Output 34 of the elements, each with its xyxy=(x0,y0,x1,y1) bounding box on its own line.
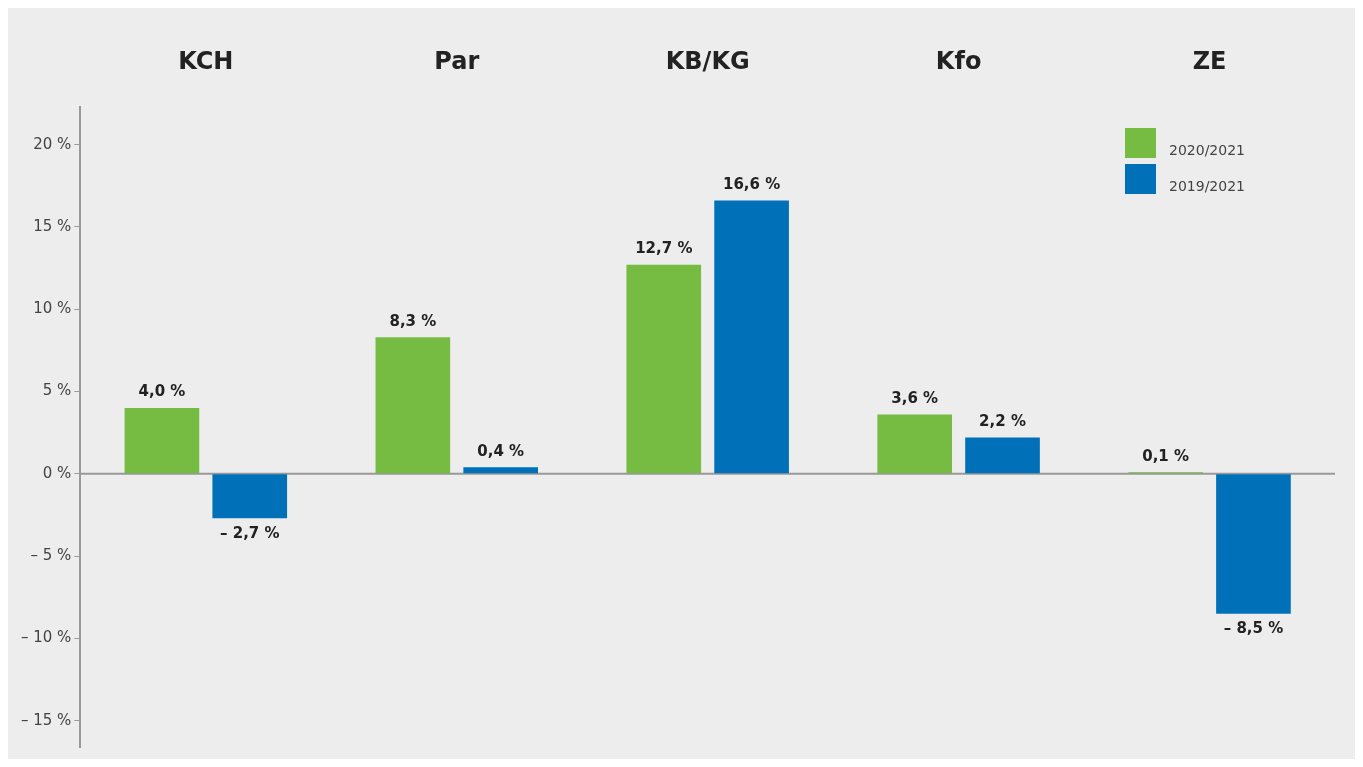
bar xyxy=(212,474,288,519)
data-label: 2,2 % xyxy=(979,411,1026,430)
y-tick-label: 0 % xyxy=(42,463,72,482)
y-tick-label: – 10 % xyxy=(20,628,72,647)
y-tick-label: – 5 % xyxy=(30,545,72,564)
bar xyxy=(375,337,451,474)
x-tick-label: ZE xyxy=(1192,46,1227,75)
bar xyxy=(965,437,1040,474)
x-tick-label: KB/KG xyxy=(665,46,750,75)
y-tick-label: – 15 % xyxy=(20,710,72,729)
data-label: 4,0 % xyxy=(138,382,186,401)
data-label: 0,4 % xyxy=(477,441,525,460)
y-tick-label: 10 % xyxy=(33,299,72,318)
y-tick-label: 15 % xyxy=(33,216,72,235)
y-tick-label: 20 % xyxy=(33,134,72,153)
bar xyxy=(124,407,200,474)
legend-label: 2019/2021 xyxy=(1169,178,1245,194)
bar xyxy=(463,467,538,474)
bar xyxy=(714,200,789,474)
y-tick-label: 5 % xyxy=(42,381,72,400)
data-label: – 8,5 % xyxy=(1223,619,1284,638)
legend-label: 2020/2021 xyxy=(1169,142,1245,158)
data-label: 12,7 % xyxy=(635,239,693,258)
bar xyxy=(1216,474,1291,614)
x-tick-label: Par xyxy=(434,46,480,75)
data-label: 0,1 % xyxy=(1142,446,1190,465)
data-label: 16,6 % xyxy=(722,175,781,193)
bar xyxy=(877,414,953,474)
x-tick-label: Kfo xyxy=(935,46,982,75)
bar xyxy=(626,264,702,474)
data-label: – 2,7 % xyxy=(219,523,280,542)
data-label: 8,3 % xyxy=(389,311,437,330)
data-label: 3,6 % xyxy=(891,388,939,407)
x-tick-label: KCH xyxy=(178,46,234,75)
